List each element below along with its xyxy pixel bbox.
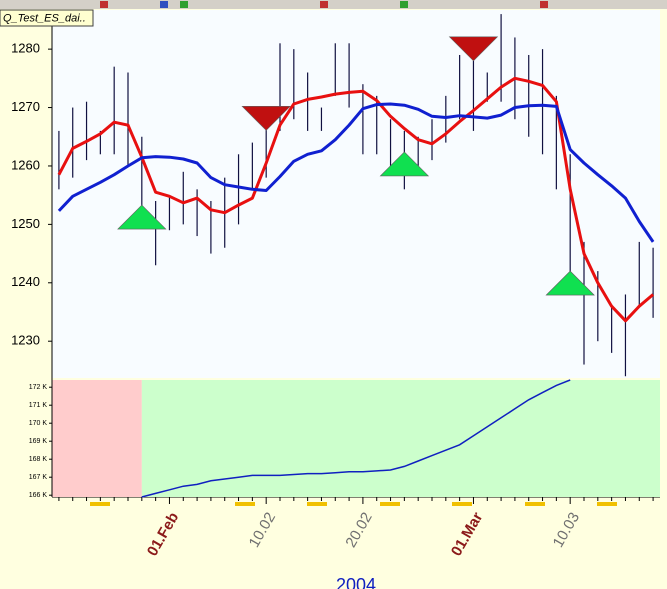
x-marker: [525, 502, 545, 506]
active-region: [141, 380, 660, 497]
tool-icon[interactable]: [540, 1, 548, 8]
x-marker: [597, 502, 617, 506]
x-axis-title: 2004: [336, 575, 376, 589]
y-tick-label: 1260: [11, 157, 40, 172]
inactive-region: [52, 380, 142, 497]
panel-divider: [52, 378, 660, 380]
equity-line: [141, 379, 571, 498]
sell-signal: [448, 36, 499, 62]
y-tick-label: 169 K: [29, 438, 48, 445]
y-tick-label: 172 K: [29, 384, 48, 391]
chart-tab[interactable]: [0, 9, 94, 27]
y-tick-label: 1280: [11, 41, 40, 56]
buy-signal: [545, 270, 595, 296]
tool-icon[interactable]: [160, 1, 168, 8]
y-tick-label: 168 K: [29, 456, 48, 463]
moving-average-line: [57, 76, 655, 323]
price-panel: [52, 10, 660, 378]
tool-icon[interactable]: [180, 1, 188, 8]
tool-icon[interactable]: [400, 1, 408, 8]
x-marker: [380, 502, 400, 506]
chart-tab-label: Q_Test_ES_dai..: [3, 12, 86, 24]
y-tick-label: 170 K: [29, 420, 48, 427]
moving-average-line: [57, 102, 655, 243]
sell-signal: [241, 106, 291, 131]
y-tick-label: 166 K: [29, 492, 48, 499]
x-marker: [452, 502, 472, 506]
x-marker: [235, 502, 255, 506]
tool-icon[interactable]: [100, 1, 108, 8]
x-marker: [90, 502, 110, 506]
y-tick-label: 1250: [11, 216, 40, 231]
y-tick-label: 1230: [11, 333, 40, 348]
y-tick-label: 167 K: [29, 474, 48, 481]
buy-signal: [117, 204, 167, 230]
x-marker: [307, 502, 327, 506]
y-tick-label: 1240: [11, 274, 40, 289]
y-tick-label: 1270: [11, 99, 40, 114]
toolbar: [0, 0, 667, 9]
y-tick-label: 171 K: [29, 402, 48, 409]
tool-icon[interactable]: [320, 1, 328, 8]
buy-signal: [379, 151, 430, 177]
